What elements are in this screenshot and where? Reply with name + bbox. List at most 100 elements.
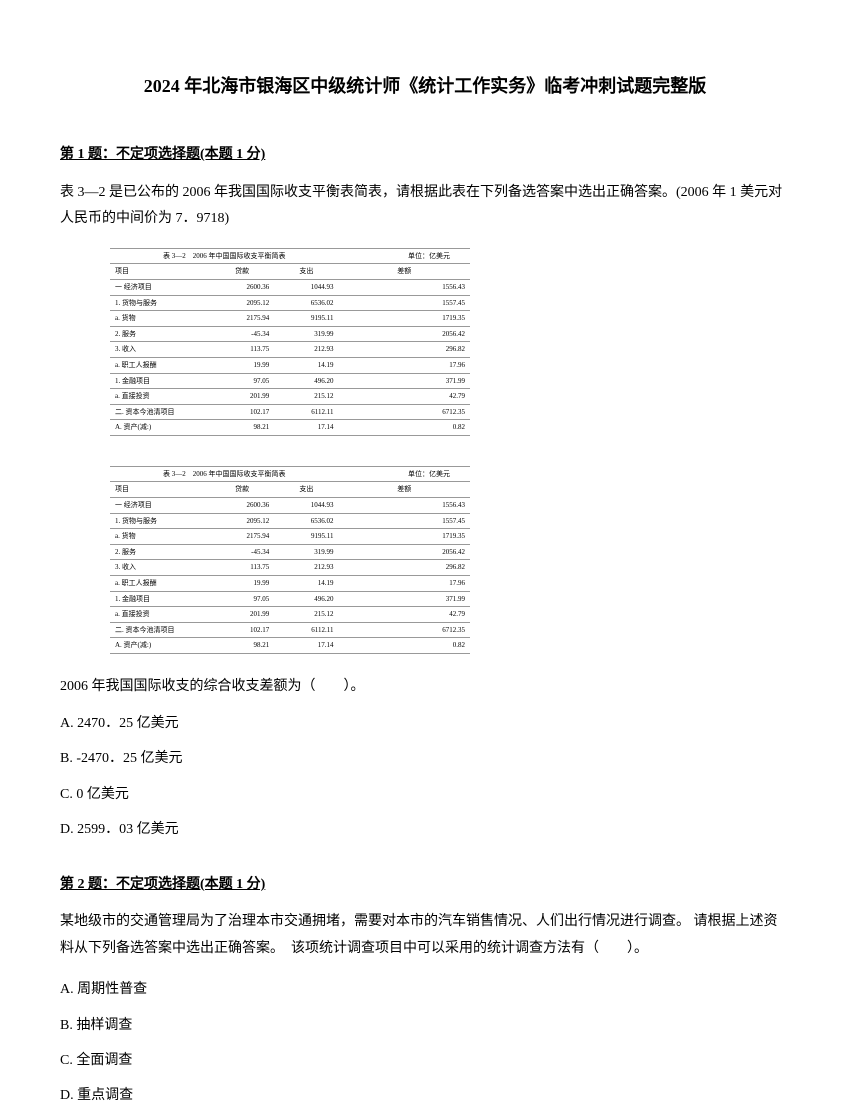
table-cell: 17.96 (339, 357, 471, 373)
table-cell: 1557.45 (339, 295, 471, 311)
table-cell: 1556.43 (339, 279, 471, 295)
table-row: a. 直接投资201.99215.1242.79 (110, 607, 470, 623)
q2-text: 某地级市的交通管理局为了治理本市交通拥堵，需要对本市的汽车销售情况、人们出行情况… (60, 909, 790, 962)
th-3: 差额 (339, 264, 471, 280)
table-header-row: 项目 贷款 支出 差额 (110, 482, 470, 498)
table-cell: 296.82 (339, 342, 471, 358)
th-2: 支出 (274, 482, 338, 498)
table-cell: 98.21 (210, 420, 274, 436)
table-cell: a. 职工人报酬 (110, 357, 210, 373)
table-row: 二. 资本今池清项目102.176112.116712.35 (110, 622, 470, 638)
table-cell: 1044.93 (274, 498, 338, 514)
table-cell: 一 经济项目 (110, 498, 210, 514)
table-cell: 6112.11 (274, 622, 338, 638)
q1-table1-unit: 单位：亿美元 (339, 248, 471, 264)
th-0: 项目 (110, 482, 210, 498)
q1-table1-container: 表 3—2 2006 年中国国际收支平衡简表 单位：亿美元 项目 贷款 支出 差… (110, 248, 790, 436)
table-cell: 二. 资本今池清项目 (110, 404, 210, 420)
table-cell: 6536.02 (274, 295, 338, 311)
table-cell: A. 资产(减:) (110, 420, 210, 436)
table-cell: 17.14 (274, 638, 338, 654)
q1-table2-unit: 单位：亿美元 (339, 466, 471, 482)
table-row: 二. 资本今池清项目102.176112.116712.35 (110, 404, 470, 420)
table-cell: 19.99 (210, 576, 274, 592)
table-cell: 6712.35 (339, 622, 471, 638)
q1-option-d: D. 2599．03 亿美元 (60, 817, 790, 842)
table-row: a. 货物2175.949195.111719.35 (110, 529, 470, 545)
table-cell: 3. 收入 (110, 342, 210, 358)
table-row: 3. 收入113.75212.93296.82 (110, 560, 470, 576)
table-cell: 98.21 (210, 638, 274, 654)
table-cell: 0.82 (339, 420, 471, 436)
table-cell: -45.34 (210, 544, 274, 560)
table-cell: 102.17 (210, 404, 274, 420)
table-cell: 113.75 (210, 342, 274, 358)
table-cell: 2. 服务 (110, 544, 210, 560)
table-cell: 1719.35 (339, 529, 471, 545)
q2-header: 第 2 题：不定项选择题(本题 1 分) (60, 872, 790, 897)
table-cell: 319.99 (274, 544, 338, 560)
table-cell: 14.19 (274, 357, 338, 373)
table-cell: 2600.36 (210, 498, 274, 514)
table-cell: 17.96 (339, 576, 471, 592)
table-row: 2. 服务-45.34319.992056.42 (110, 326, 470, 342)
q1-table1-body: 一 经济项目2600.361044.931556.431. 货物与服务2095.… (110, 279, 470, 435)
table-cell: 296.82 (339, 560, 471, 576)
table-cell: 1557.45 (339, 513, 471, 529)
table-cell: 2175.94 (210, 529, 274, 545)
table-cell: 1044.93 (274, 279, 338, 295)
table-cell: 113.75 (210, 560, 274, 576)
q2-option-c: C. 全面调查 (60, 1048, 790, 1073)
table-header-row: 项目 贷款 支出 差额 (110, 264, 470, 280)
table-cell: 9195.11 (274, 529, 338, 545)
q2-header-type: 不定项选择题(本题 1 分) (116, 877, 265, 892)
table-cell: 0.82 (339, 638, 471, 654)
th-0: 项目 (110, 264, 210, 280)
table-cell: 97.05 (210, 373, 274, 389)
q1-table2-container: 表 3—2 2006 年中国国际收支平衡简表 单位：亿美元 项目 贷款 支出 差… (110, 466, 790, 654)
q2-options: A. 周期性普查 B. 抽样调查 C. 全面调查 D. 重点调查 (60, 977, 790, 1108)
table-cell: 42.79 (339, 607, 471, 623)
table-cell: 215.12 (274, 607, 338, 623)
exam-title: 2024 年北海市银海区中级统计师《统计工作实务》临考冲刺试题完整版 (60, 70, 790, 102)
table-row: 2. 服务-45.34319.992056.42 (110, 544, 470, 560)
table-cell: 2095.12 (210, 295, 274, 311)
table-row: 1. 货物与服务2095.126536.021557.45 (110, 295, 470, 311)
table-cell: a. 直接投资 (110, 389, 210, 405)
table-cell: 319.99 (274, 326, 338, 342)
table-cell: 19.99 (210, 357, 274, 373)
table-cell: 14.19 (274, 576, 338, 592)
table-row: 1. 货物与服务2095.126536.021557.45 (110, 513, 470, 529)
table-cell: 6712.35 (339, 404, 471, 420)
table-cell: 2175.94 (210, 311, 274, 327)
th-1: 贷款 (210, 264, 274, 280)
q1-sub-question: 2006 年我国国际收支的综合收支差额为（ ）。 (60, 674, 790, 699)
q1-header-prefix: 第 1 题： (60, 147, 116, 162)
table-cell: 2600.36 (210, 279, 274, 295)
q1-table1: 表 3—2 2006 年中国国际收支平衡简表 单位：亿美元 项目 贷款 支出 差… (110, 248, 470, 436)
table-cell: 1. 金融项目 (110, 591, 210, 607)
q1-header-type: 不定项选择题(本题 1 分) (116, 147, 265, 162)
table-cell: -45.34 (210, 326, 274, 342)
th-3: 差额 (339, 482, 471, 498)
table-cell: 215.12 (274, 389, 338, 405)
table-cell: 212.93 (274, 560, 338, 576)
table-cell: 6112.11 (274, 404, 338, 420)
table-cell: 496.20 (274, 373, 338, 389)
table-row: A. 资产(减:)98.2117.140.82 (110, 638, 470, 654)
table-cell: 212.93 (274, 342, 338, 358)
table-cell: 1556.43 (339, 498, 471, 514)
q1-text: 表 3—2 是已公布的 2006 年我国国际收支平衡表简表，请根据此表在下列备选… (60, 180, 790, 233)
table-cell: 9195.11 (274, 311, 338, 327)
table-cell: 1719.35 (339, 311, 471, 327)
table-cell: 17.14 (274, 420, 338, 436)
table-cell: a. 货物 (110, 529, 210, 545)
table-cell: 1. 货物与服务 (110, 295, 210, 311)
q1-table1-title: 表 3—2 2006 年中国国际收支平衡简表 (110, 248, 339, 264)
q1-options: A. 2470．25 亿美元 B. -2470．25 亿美元 C. 0 亿美元 … (60, 711, 790, 842)
q1-table2-title: 表 3—2 2006 年中国国际收支平衡简表 (110, 466, 339, 482)
q1-table2: 表 3—2 2006 年中国国际收支平衡简表 单位：亿美元 项目 贷款 支出 差… (110, 466, 470, 654)
table-cell: 1. 货物与服务 (110, 513, 210, 529)
table-row: 1. 金融项目97.05496.20371.99 (110, 373, 470, 389)
table-cell: 2. 服务 (110, 326, 210, 342)
